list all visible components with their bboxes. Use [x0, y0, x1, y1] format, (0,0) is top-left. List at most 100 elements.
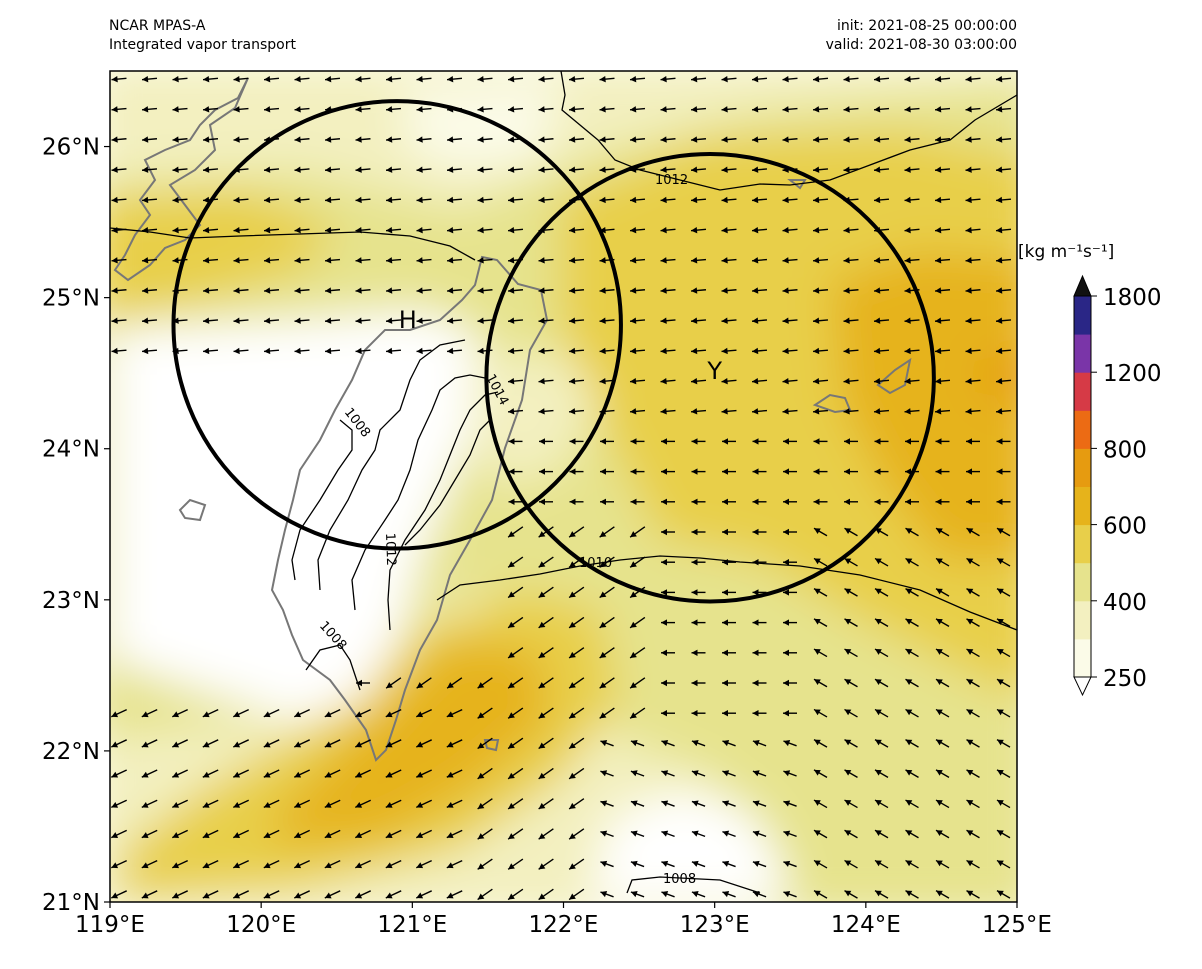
ivt-vector-head	[630, 830, 638, 837]
ivt-vector-head	[996, 257, 1003, 264]
ivt-vector-head	[416, 862, 424, 869]
ivt-vector-head	[325, 196, 332, 204]
range-circle-1	[171, 99, 623, 551]
ivt-vector-head	[508, 833, 515, 840]
ivt-vector-head	[172, 166, 179, 173]
ivt-vector-head	[904, 136, 911, 143]
ivt-vector-head	[508, 712, 515, 719]
ivt-vector-head	[508, 106, 515, 113]
ivt-vector-head	[843, 226, 850, 234]
ivt-vector-head	[355, 347, 362, 355]
ivt-vector-head	[936, 679, 943, 686]
ivt-vector-head	[416, 75, 423, 83]
y-tick-label: 23°N	[42, 588, 100, 614]
ivt-vector-head	[844, 438, 850, 445]
colorbar-tick-label: 600	[1103, 514, 1147, 540]
ivt-vector-head	[966, 739, 974, 746]
ivt-vector-head	[569, 591, 576, 598]
ivt-vector-head	[722, 770, 730, 777]
ivt-vector-head	[263, 832, 271, 838]
ivt-vector-head	[966, 890, 974, 897]
ivt-vector-head	[813, 166, 820, 173]
ivt-vector-head	[813, 377, 820, 385]
colorbar-extend-min	[1073, 676, 1092, 697]
ivt-vector-head	[446, 711, 454, 718]
ivt-vector-head	[172, 801, 180, 808]
ivt-vector-head	[783, 891, 791, 898]
ivt-vector-head	[722, 619, 728, 626]
ivt-vector-head	[111, 771, 119, 778]
ivt-vector-head	[630, 468, 637, 475]
yaeyama-coast	[812, 357, 912, 414]
ivt-vector-head	[630, 287, 637, 294]
ivt-vector-head	[843, 75, 850, 83]
ivt-vector-head	[355, 287, 362, 294]
ivt-vector-head	[660, 287, 667, 294]
ivt-vector-head	[965, 347, 972, 355]
ivt-vector-head	[599, 166, 606, 173]
ivt-vector-head	[385, 862, 393, 869]
ivt-vector-head	[538, 742, 546, 749]
ivt-vector-head	[875, 679, 882, 686]
ivt-vector-head	[416, 682, 424, 689]
ivt-vector-head	[508, 166, 515, 173]
ivt-vector-head	[630, 226, 637, 234]
ivt-vector-head	[721, 136, 728, 143]
ivt-vector-head	[783, 589, 789, 596]
ivt-vector-head	[691, 136, 698, 143]
ivt-vector-head	[752, 559, 759, 566]
ivt-vector-head	[538, 106, 545, 113]
ivt-vector-head	[936, 649, 943, 655]
ivt-vectors	[111, 75, 1012, 901]
ivt-vector-head	[325, 347, 332, 355]
ivt-vector-head	[661, 468, 667, 475]
ivt-vector-head	[386, 682, 393, 689]
ivt-vector-head	[294, 741, 302, 748]
ivt-vector-head	[997, 679, 1004, 686]
isobar-1012-north	[560, 71, 1017, 191]
ivt-vector-head	[905, 709, 913, 716]
ivt-vector-head	[477, 863, 485, 870]
ivt-vector-head	[966, 649, 974, 655]
ivt-vector-head	[630, 891, 638, 898]
ivt-vector-head	[386, 166, 393, 173]
ivt-vector-head	[477, 833, 485, 840]
ivt-vector-head	[446, 862, 454, 869]
ivt-vector-head	[965, 317, 972, 324]
ivt-vector-head	[111, 257, 118, 264]
ivt-vector-head	[966, 618, 974, 625]
ivt-vector-head	[661, 740, 669, 747]
ivt-vector-head	[904, 196, 911, 204]
ivt-vector-head	[111, 892, 119, 899]
ivt-vector-head	[569, 531, 576, 538]
y-tick-label: 25°N	[42, 286, 100, 312]
ivt-vector-head	[538, 531, 546, 538]
ivt-vector-head	[966, 468, 972, 475]
ivt-vector-head	[356, 679, 362, 687]
ivt-vector-head	[325, 166, 332, 173]
ivt-vector-head	[752, 528, 759, 536]
ivt-vector-head	[203, 317, 210, 324]
ivt-vector-head	[325, 317, 332, 324]
ivt-vector-head	[904, 317, 911, 324]
ivt-vector-head	[783, 860, 791, 867]
ivt-vector-head	[508, 75, 515, 83]
ivt-vector-head	[111, 226, 118, 234]
ivt-vector-head	[600, 468, 606, 475]
ivt-vector-head	[264, 196, 271, 204]
colorbar-frame	[1073, 295, 1092, 678]
ivt-vector-head	[843, 166, 850, 173]
isobar-1008-bottom	[626, 876, 761, 894]
ivt-vector-head	[233, 257, 240, 264]
ivt-vector-head	[722, 468, 728, 475]
ivt-vector-head	[935, 196, 942, 204]
ivt-vector-head	[996, 347, 1003, 355]
ivt-vector-head	[721, 106, 728, 113]
ivt-vector-head	[508, 772, 515, 779]
ivt-vector-head	[324, 892, 332, 899]
ivt-vector-head	[569, 561, 576, 568]
ivt-vector-head	[325, 75, 332, 83]
ivt-vector-head	[203, 196, 210, 204]
isobar-inner-1	[317, 339, 466, 591]
ivt-vector-head	[936, 618, 943, 625]
